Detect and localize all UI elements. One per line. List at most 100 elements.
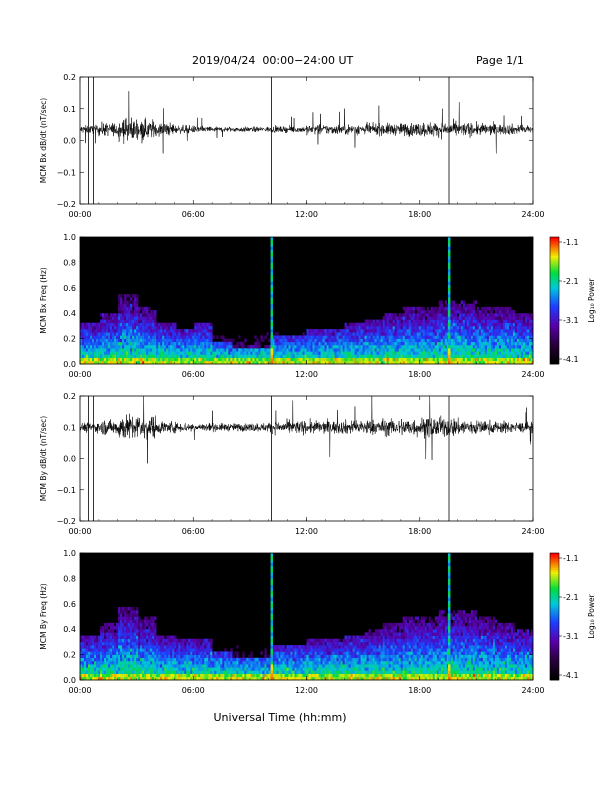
panel-3-heat-cell [126,645,129,649]
panel-3-heat-cell [114,657,117,662]
panel-1-heat-cell [378,319,381,324]
panel-1-heat-cell [102,335,105,339]
panel-1-heat-cell [300,338,303,343]
panel-3-heat-cell [136,645,139,649]
panel-1-heat-cell [418,329,422,333]
panel-1-heat-cell [194,335,197,339]
panel-1-heat-cell [268,338,271,343]
panel-1-heat-cell [344,357,347,362]
panel-1-heat-cell [382,319,385,324]
panel-3-heat-cell [138,660,141,665]
panel-3-heat-cell [108,654,111,659]
panel-1-heat-cell [326,329,329,333]
panel-3-heat-cell [302,657,305,662]
panel-1-heat-cell [90,354,93,358]
panel-1-heat-cell [498,348,502,352]
panel-1-heat-cell [356,360,359,365]
panel-3-heat-cell [198,676,201,681]
panel-3-heat-cell [124,613,127,617]
panel-3-heat-cell [230,657,233,662]
panel-1-heat-cell [158,338,161,343]
panel-1-heat-cell [138,325,141,330]
panel-3-heat-cell [128,676,131,681]
panel-1-heat-cell [166,344,169,349]
panel-1-heat-cell [288,344,291,349]
panel-3-heat-cell [246,660,249,665]
panel-3-heat-cell [278,654,281,659]
panel-3-heat-cell [232,664,235,668]
panel-1-heat-vline-cell [270,313,273,317]
panel-3-heat-cell [208,654,211,659]
panel-1-heat-cell [526,329,530,333]
panel-1-heat-cell [168,348,171,352]
panel-1-heat-vline-cell [448,271,451,276]
panel-1-heat-cell [222,344,225,349]
panel-3-heat-cell [142,660,145,665]
panel-3-heat-cell [220,657,223,662]
panel-3-heat-cell [282,660,285,665]
panel-1-heat-cell [470,316,474,320]
panel-1-heat-cell [98,341,101,346]
panel-1-heat-cell [170,325,173,330]
panel-1-heat-cell [412,322,416,327]
panel-1-heat-cell [142,344,145,349]
panel-1-heat-cell [412,351,416,355]
colorbar-1-segment [550,241,559,244]
panel-1-heat-cell [128,316,131,320]
panel-1-heat-cell [468,354,472,358]
panel-3-heat-cell [128,667,131,671]
panel-1-heat-cell [492,341,496,346]
panel-1-heat-cell [126,329,129,333]
panel-1-heat-cell [372,341,375,346]
panel-3-heat-cell [108,638,111,643]
panel-3-heat-cell [222,657,225,662]
panel-1-heat-cell [520,332,524,336]
panel-1-heat-cell [150,319,153,324]
panel-3-heat-cell [128,673,131,678]
panel-1-heat-cell [360,351,363,355]
panel-3-heat-cell [84,638,87,643]
panel-3-heat-cell [194,664,197,668]
panel-3-heat-cell [230,673,233,678]
panel-1-heat-cell [454,303,458,308]
panel-1-heat-cell [370,348,373,352]
panel-1-heat-cell [128,306,131,311]
panel-1-heat-cell [494,357,498,362]
panel-3-heat-cell [198,641,201,646]
panel-1-heat-cell [504,335,508,339]
panel-1-heat-cell [326,335,329,339]
panel-1-heat-cell [242,344,245,349]
panel-3-heat-cell [302,645,305,649]
panel-1-heat-cell [246,344,249,349]
panel-1-heat-cell [312,344,315,349]
panel-1-heat-cell [108,344,111,349]
panel-1-heat-cell [150,344,153,349]
panel-1-heat-cell [230,338,233,343]
panel-1-heat-cell [442,341,446,346]
panel-3-heat-cell [272,651,275,655]
panel-1-heat-cell [194,344,197,349]
panel-3-heat-cell [228,670,231,674]
panel-1-heat-cell [200,332,203,336]
panel-1-heat-cell [248,348,251,352]
panel-1-heat-cell [474,351,478,355]
panel-1-heat-cell [470,306,474,311]
panel-3-heat-cell [152,664,155,668]
panel-1-heat-vline-cell [270,306,273,311]
panel-1-heat-cell [220,344,223,349]
panel-1-heat-cell [310,344,313,349]
panel-3-heat-cell [212,651,215,655]
panel-3-heat-cell [174,645,177,649]
panel-1-heat-cell [136,338,139,343]
panel-1-heat-cell [342,344,345,349]
panel-1-heat-cell [524,344,528,349]
panel-1-heat-cell [328,338,331,343]
panel-1-heat-cell [432,335,436,339]
panel-1-heat-cell [160,341,163,346]
panel-3-heat-cell [132,613,135,617]
panel-1-heat-cell [518,316,522,320]
panel-1-heat-cell [472,338,476,343]
panel-1-heat-cell [176,348,179,352]
panel-1-heat-cell [492,319,496,324]
panel-3-heat-cell [248,676,251,681]
